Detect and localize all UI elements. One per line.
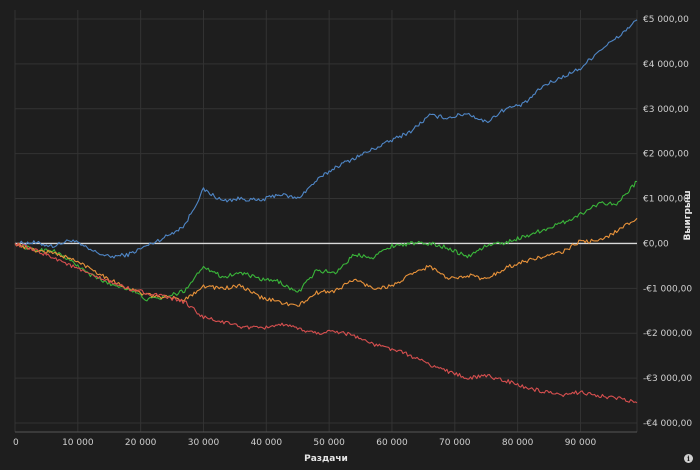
x-tick-label: 0 [13, 438, 19, 448]
y-tick-label: €3 000,00 [643, 105, 689, 115]
y-tick-label: -€3 000,00 [643, 374, 692, 384]
x-tick-label: 40 000 [251, 438, 283, 448]
series-line [14, 217, 638, 307]
x-tick-label: 10 000 [62, 438, 94, 448]
y-tick-label: €1 000,00 [643, 195, 689, 205]
x-tick-label: 20 000 [125, 438, 157, 448]
x-tick-label: 60 000 [376, 438, 408, 448]
y-grid-lines [15, 18, 637, 424]
info-icon[interactable]: i [684, 454, 693, 463]
x-tick-label: 50 000 [313, 438, 345, 448]
y-tick-label: -€1 000,00 [643, 284, 692, 294]
series-line [14, 242, 638, 404]
y-tick-label: €0,00 [643, 239, 669, 249]
y-tick-label: -€4 000,00 [643, 419, 692, 429]
x-axis-title: Раздачи [304, 454, 348, 464]
x-tick-label: 30 000 [188, 438, 220, 448]
x-tick-label: 90 000 [565, 438, 597, 448]
series-line [14, 180, 638, 302]
series-line [14, 19, 638, 259]
x-tick-labels: 0 10 000 20 000 30 000 40 000 50 000 60 000 70 … [13, 438, 596, 448]
y-axis-title: Выигрыш [683, 190, 693, 240]
x-tick-label: 80 000 [502, 438, 534, 448]
series-lines [14, 19, 638, 404]
x-grid-lines [14, 10, 638, 432]
y-tick-labels: €5 000,00 €4 000,00 €3 000,00 €2 000,00 €1 0… [643, 15, 692, 429]
y-tick-label: €4 000,00 [643, 60, 689, 70]
y-tick-label: -€2 000,00 [643, 329, 692, 339]
y-tick-label: €5 000,00 [643, 15, 689, 25]
y-tick-label: €2 000,00 [643, 150, 689, 160]
x-tick-label: 70 000 [439, 438, 471, 448]
